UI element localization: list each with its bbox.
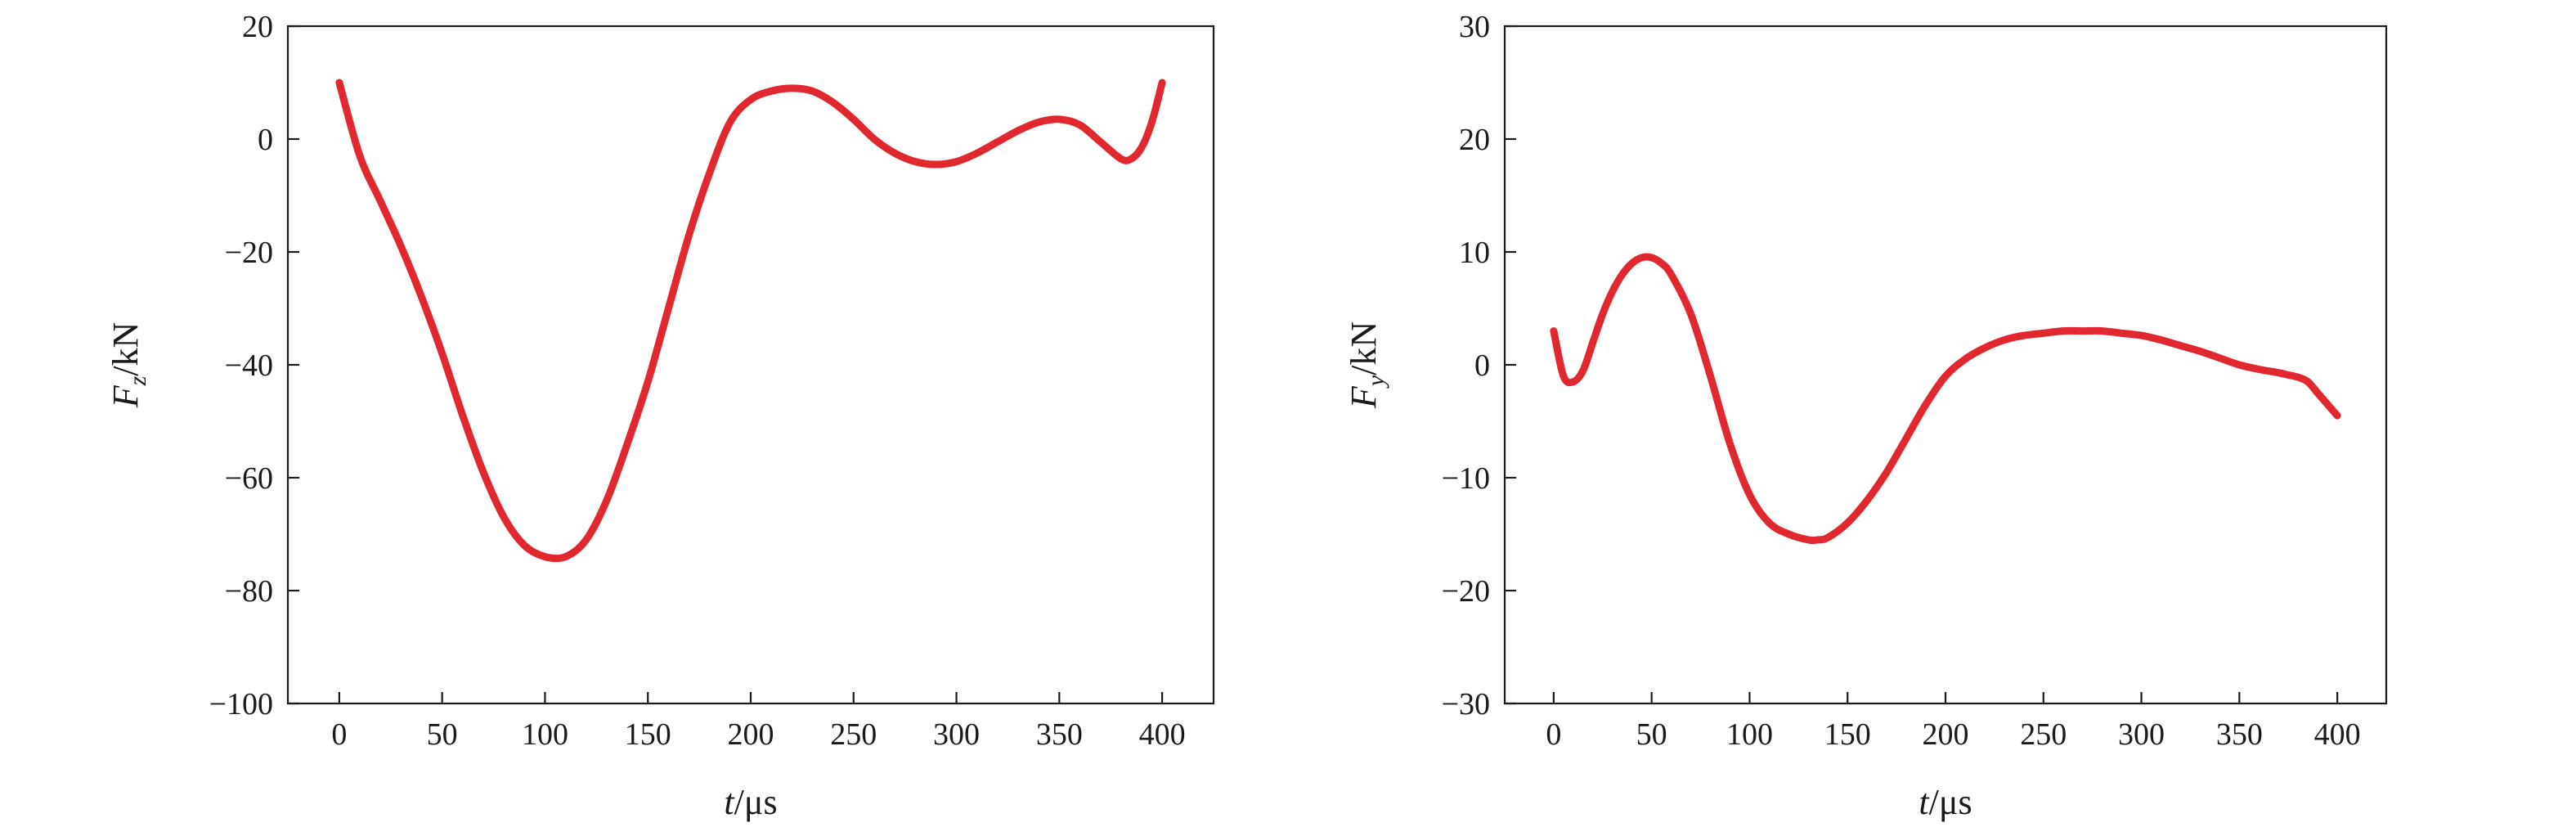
series-line xyxy=(1550,253,2341,545)
y-tick-label: −30 xyxy=(1442,687,1490,721)
x-tick-label: 350 xyxy=(1036,717,1083,752)
x-axis-unit: /μs xyxy=(734,782,778,822)
y-tick-label: −20 xyxy=(225,236,273,270)
x-tick-label: 400 xyxy=(1139,717,1186,752)
x-tick-label: 100 xyxy=(522,717,568,752)
y-tick-label: −10 xyxy=(1442,461,1490,496)
y-axis-subscript: y xyxy=(1362,375,1389,389)
y-axis-unit: /kN xyxy=(1344,321,1384,375)
x-axis-unit: /μs xyxy=(1929,782,1972,822)
y-axis-var: F xyxy=(1344,385,1384,409)
series-line xyxy=(335,79,1166,563)
x-tick-label: 200 xyxy=(1923,717,1969,752)
x-axis-var: t xyxy=(724,782,735,822)
y-tick-label: −60 xyxy=(225,461,273,496)
y-tick-label: 30 xyxy=(1459,10,1490,44)
x-tick-label: 400 xyxy=(2314,717,2361,752)
x-tick-label: 150 xyxy=(625,717,671,752)
x-tick-label: 250 xyxy=(2020,717,2067,752)
y-axis-unit: /kN xyxy=(105,322,146,376)
chart-fz: 0 50 100 150 200 250 300 350 400200−20−40−60−80−… xyxy=(105,10,1215,822)
chart-fy: 0 50 100 150 200 250 300 350 4003020100−10−20−30… xyxy=(1344,10,2388,822)
x-tick-label: 0 xyxy=(1546,717,1561,752)
y-tick-label: −100 xyxy=(209,687,273,721)
y-tick-label: −20 xyxy=(1442,574,1490,609)
y-axis-title: Fy/kN xyxy=(1344,321,1389,409)
y-tick-label: −40 xyxy=(225,348,273,383)
x-tick-label: 50 xyxy=(1636,717,1667,752)
x-tick-label: 300 xyxy=(933,717,980,752)
y-axis-title: Fz/kN xyxy=(105,322,151,409)
x-tick-label: 350 xyxy=(2216,717,2263,752)
y-axis-var: F xyxy=(105,384,146,408)
y-tick-label: 10 xyxy=(1459,236,1490,270)
x-tick-label: 50 xyxy=(427,717,458,752)
plot-frame xyxy=(286,25,1215,705)
x-axis-title: t/μs xyxy=(724,782,777,822)
y-axis-subscript: z xyxy=(124,375,151,386)
x-axis-title: t/μs xyxy=(1919,782,1972,822)
y-tick-label: 0 xyxy=(1474,348,1490,383)
y-tick-label: −80 xyxy=(225,574,273,609)
x-tick-label: 0 xyxy=(331,717,347,752)
y-tick-label: 0 xyxy=(258,123,273,157)
x-tick-label: 100 xyxy=(1726,717,1773,752)
x-axis-var: t xyxy=(1919,782,1930,822)
x-tick-label: 250 xyxy=(830,717,877,752)
x-tick-label: 300 xyxy=(2118,717,2165,752)
x-tick-label: 200 xyxy=(728,717,774,752)
y-tick-label: 20 xyxy=(242,10,273,44)
x-tick-label: 150 xyxy=(1824,717,1871,752)
y-tick-label: 20 xyxy=(1459,123,1490,157)
